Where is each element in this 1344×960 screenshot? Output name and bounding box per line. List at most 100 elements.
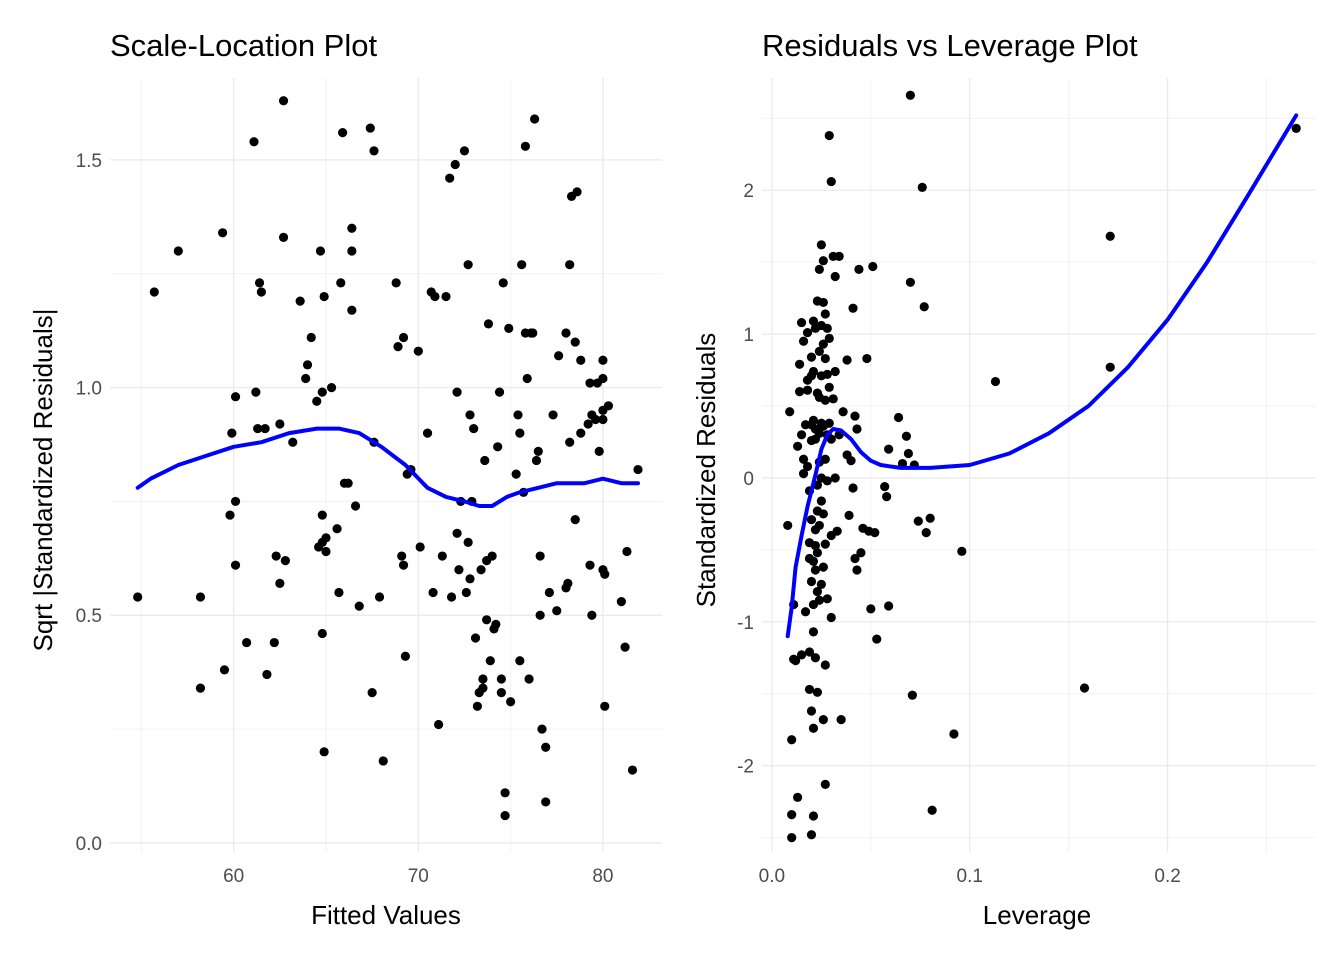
scale-location-point — [598, 373, 608, 384]
residuals-leverage-point — [810, 565, 821, 575]
residuals-leverage-point — [812, 587, 823, 597]
residuals-leverage-point — [806, 352, 817, 362]
residuals-leverage-point — [820, 395, 830, 405]
residuals-leverage-point — [808, 415, 819, 426]
residuals-leverage-point — [806, 515, 817, 525]
residuals-leverage-point — [913, 516, 923, 526]
scale-location-point — [478, 674, 488, 684]
scale-location-point — [326, 383, 337, 393]
residuals-leverage-point — [820, 779, 830, 789]
scale-location-point — [491, 619, 501, 629]
scale-location-point — [463, 537, 473, 548]
residuals-leverage-point — [820, 539, 830, 549]
residuals-leverage-point — [812, 687, 823, 697]
scale-location-point — [452, 528, 462, 538]
residuals-leverage-point — [850, 411, 860, 421]
scale-location-point — [552, 606, 562, 616]
residuals-leverage-point — [814, 346, 824, 356]
residuals-leverage-point — [814, 520, 824, 531]
residuals-leverage-point — [868, 261, 878, 272]
scale-location-point — [260, 423, 270, 434]
scale-location-point — [541, 797, 551, 807]
scale-location-point — [452, 387, 462, 397]
residuals-leverage-point — [826, 434, 836, 444]
scale-location-point — [280, 556, 290, 566]
scale-location-point — [498, 278, 508, 288]
residuals-leverage-point — [834, 251, 844, 261]
scale-location-point — [446, 592, 457, 602]
residuals-leverage-point — [798, 469, 809, 479]
scale-location-point — [321, 546, 331, 557]
scale-location-point — [603, 401, 614, 411]
residuals-leverage-point — [808, 316, 819, 326]
residuals-leverage-points — [783, 90, 1301, 843]
scale-location-point — [173, 246, 183, 256]
residuals-leverage-point — [927, 805, 937, 815]
scale-location-point — [541, 742, 551, 752]
scale-location-point — [483, 319, 494, 329]
scale-location-point — [565, 260, 575, 270]
residuals-leverage-point — [783, 520, 793, 531]
residuals-leverage-point — [826, 176, 836, 187]
scale-location-y-tick-label: 0.5 — [76, 606, 102, 627]
residuals-leverage-point — [798, 336, 809, 346]
residuals-leverage-point — [856, 548, 866, 558]
scale-location-point — [227, 428, 237, 438]
residuals-leverage-point — [850, 553, 860, 564]
residuals-leverage-point — [830, 366, 840, 377]
scale-location-point — [600, 701, 610, 711]
scale-location-point — [393, 342, 403, 352]
residuals-leverage-point — [808, 723, 819, 733]
scale-location-point — [511, 469, 521, 479]
scale-location-point — [343, 478, 353, 488]
scale-location-point — [278, 232, 289, 242]
residuals-leverage-point — [848, 303, 858, 313]
residuals-leverage-point — [820, 353, 830, 364]
residuals-leverage-point — [1105, 231, 1115, 241]
scale-location-point — [315, 246, 326, 256]
scale-location-point — [590, 414, 601, 425]
residuals-leverage-point — [806, 706, 817, 716]
residuals-leverage-point — [822, 594, 832, 604]
scale-location-point — [195, 683, 206, 693]
residuals-leverage-point — [905, 277, 915, 287]
scale-location-point — [570, 337, 580, 347]
residuals-leverage-point — [957, 546, 967, 556]
scale-location-point — [253, 423, 263, 434]
residuals-leverage-point — [822, 369, 832, 379]
scale-location-point — [494, 387, 505, 397]
residuals-leverage-point — [905, 90, 915, 100]
scale-location-y-ticks: 0.0 0.5 1.0 1.5 — [76, 151, 102, 855]
residuals-leverage-point — [824, 418, 834, 428]
scale-location-point — [365, 123, 375, 133]
residuals-leverage-point — [818, 339, 828, 349]
scale-location-point — [487, 551, 497, 561]
residuals-leverage-point — [893, 412, 904, 423]
residuals-leverage-point — [802, 385, 813, 395]
residuals-leverage-point — [804, 647, 815, 657]
scale-location-point — [478, 683, 488, 693]
residuals-leverage-y-tick-label: 0 — [743, 469, 754, 490]
scale-location-point — [506, 697, 516, 707]
scale-location-point — [537, 724, 547, 734]
scale-location-point — [269, 637, 279, 648]
residuals-leverage-y-axis-title: Standardized Residuals — [691, 333, 721, 608]
scale-location-title: Scale-Location Plot — [110, 28, 377, 63]
scale-location-point — [317, 387, 327, 397]
scale-location-point — [219, 665, 230, 675]
scale-location-point — [251, 387, 261, 397]
residuals-leverage-point — [802, 461, 813, 472]
residuals-leverage-point — [787, 833, 797, 843]
scale-location-point — [422, 428, 433, 438]
scale-location-point — [496, 674, 506, 684]
scale-location-point — [428, 587, 438, 598]
scale-location-point — [338, 128, 348, 138]
scale-location-point — [533, 446, 543, 456]
residuals-leverage-title: Residuals vs Leverage Plot — [762, 28, 1138, 63]
scale-location-point — [463, 260, 473, 270]
scale-location-point — [350, 501, 361, 511]
residuals-leverage-point — [824, 382, 834, 392]
scale-location-point — [485, 656, 495, 666]
residuals-leverage-point — [818, 715, 828, 725]
residuals-leverage-point — [921, 528, 931, 538]
